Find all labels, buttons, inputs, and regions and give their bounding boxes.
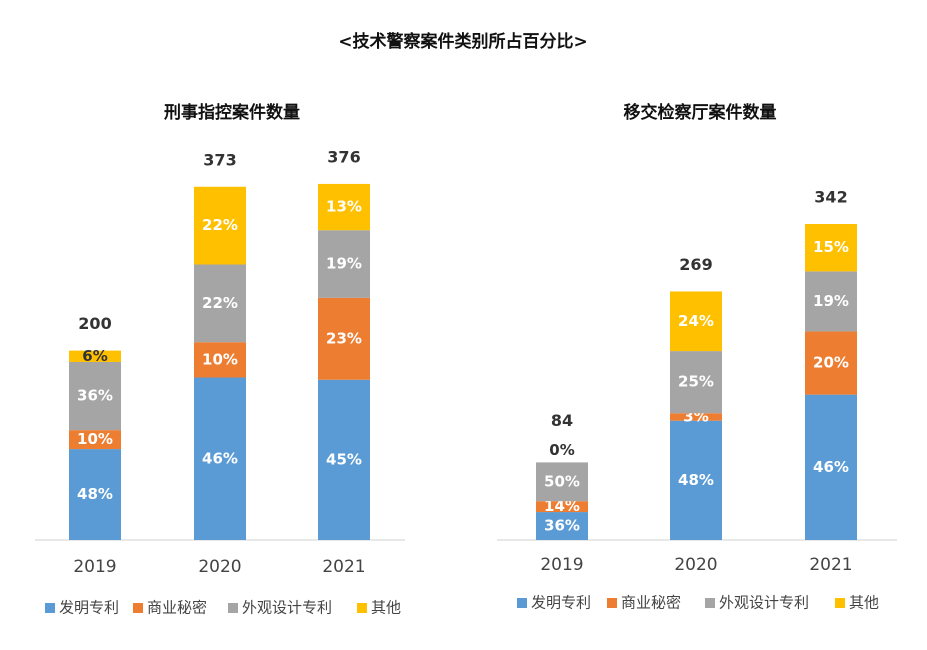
x-tick-label: 2020 [674,555,717,575]
bar-segment [194,264,246,343]
chart-title: 移交检察厅案件数量 [624,102,777,123]
value-label: 36% [77,387,113,405]
value-label: 22% [202,216,238,234]
value-label: 46% [202,449,238,467]
bar-segment [69,430,121,450]
legend-swatch [133,603,143,613]
value-label: 19% [813,292,849,310]
legend-label: 外观设计专利 [242,599,332,617]
legend-swatch [228,603,238,613]
legend-label: 发明专利 [531,594,591,612]
bar-segment [194,342,246,378]
legend-swatch [357,603,367,613]
value-label: 48% [77,485,113,503]
legend-swatch [705,598,715,608]
value-label: 46% [813,458,849,476]
x-tick-label: 2021 [322,557,365,577]
value-label: 13% [326,198,362,216]
value-label: 25% [678,373,714,391]
value-label: 20% [813,354,849,372]
x-tick-label: 2020 [198,557,241,577]
legend-label: 商业秘密 [147,599,207,617]
bar-segment [318,230,370,298]
total-label: 376 [327,147,360,166]
bar-segment [69,361,121,431]
total-label: 269 [679,255,712,274]
chart-title: 刑事指控案件数量 [164,102,300,123]
legend-label: 其他 [371,599,401,617]
legend-label: 其他 [849,594,879,612]
bar-segment [805,223,857,272]
value-label: 0% [549,441,574,459]
bar-segment [318,379,370,540]
legend-label: 商业秘密 [621,594,681,612]
legend-label: 发明专利 [59,599,119,617]
value-label: 15% [813,238,849,256]
bar-segment [536,512,588,540]
bar-segment [670,291,722,352]
bar-segment [805,394,857,540]
value-label: 22% [202,294,238,312]
bar-segment [318,297,370,380]
total-label: 342 [814,187,847,206]
bar-segment [670,420,722,540]
value-label: 45% [326,450,362,468]
legend-label: 外观设计专利 [719,594,809,612]
value-label: 19% [326,255,362,273]
x-tick-label: 2019 [73,557,116,577]
page-title: <技术警察案件类别所占百分比> [338,31,588,52]
legend-swatch [517,598,527,608]
bar-segment [69,449,121,540]
bar-segment [670,351,722,414]
x-tick-label: 2021 [809,555,852,575]
bar-segment [536,501,588,513]
bar-segment [536,462,588,502]
bar-segment [194,186,246,265]
bar-segment [318,183,370,231]
value-label: 36% [544,517,580,535]
value-label: 24% [678,312,714,330]
x-tick-label: 2019 [540,555,583,575]
bar-segment [805,271,857,332]
value-label: 14% [544,497,580,515]
legend-swatch [835,598,845,608]
value-label: 10% [202,350,238,368]
legend-swatch [607,598,617,608]
value-label: 23% [326,329,362,347]
value-label: 10% [77,430,113,448]
bar-segment [69,350,121,362]
legend-swatch [45,603,55,613]
value-label: 48% [678,471,714,489]
value-label: 50% [544,472,580,490]
total-label: 84 [551,411,573,430]
total-label: 373 [203,150,236,169]
value-label: 6% [82,347,107,365]
bar-segment [194,377,246,540]
bar-segment [805,331,857,395]
bar-segment [670,413,722,421]
total-label: 200 [78,314,111,333]
